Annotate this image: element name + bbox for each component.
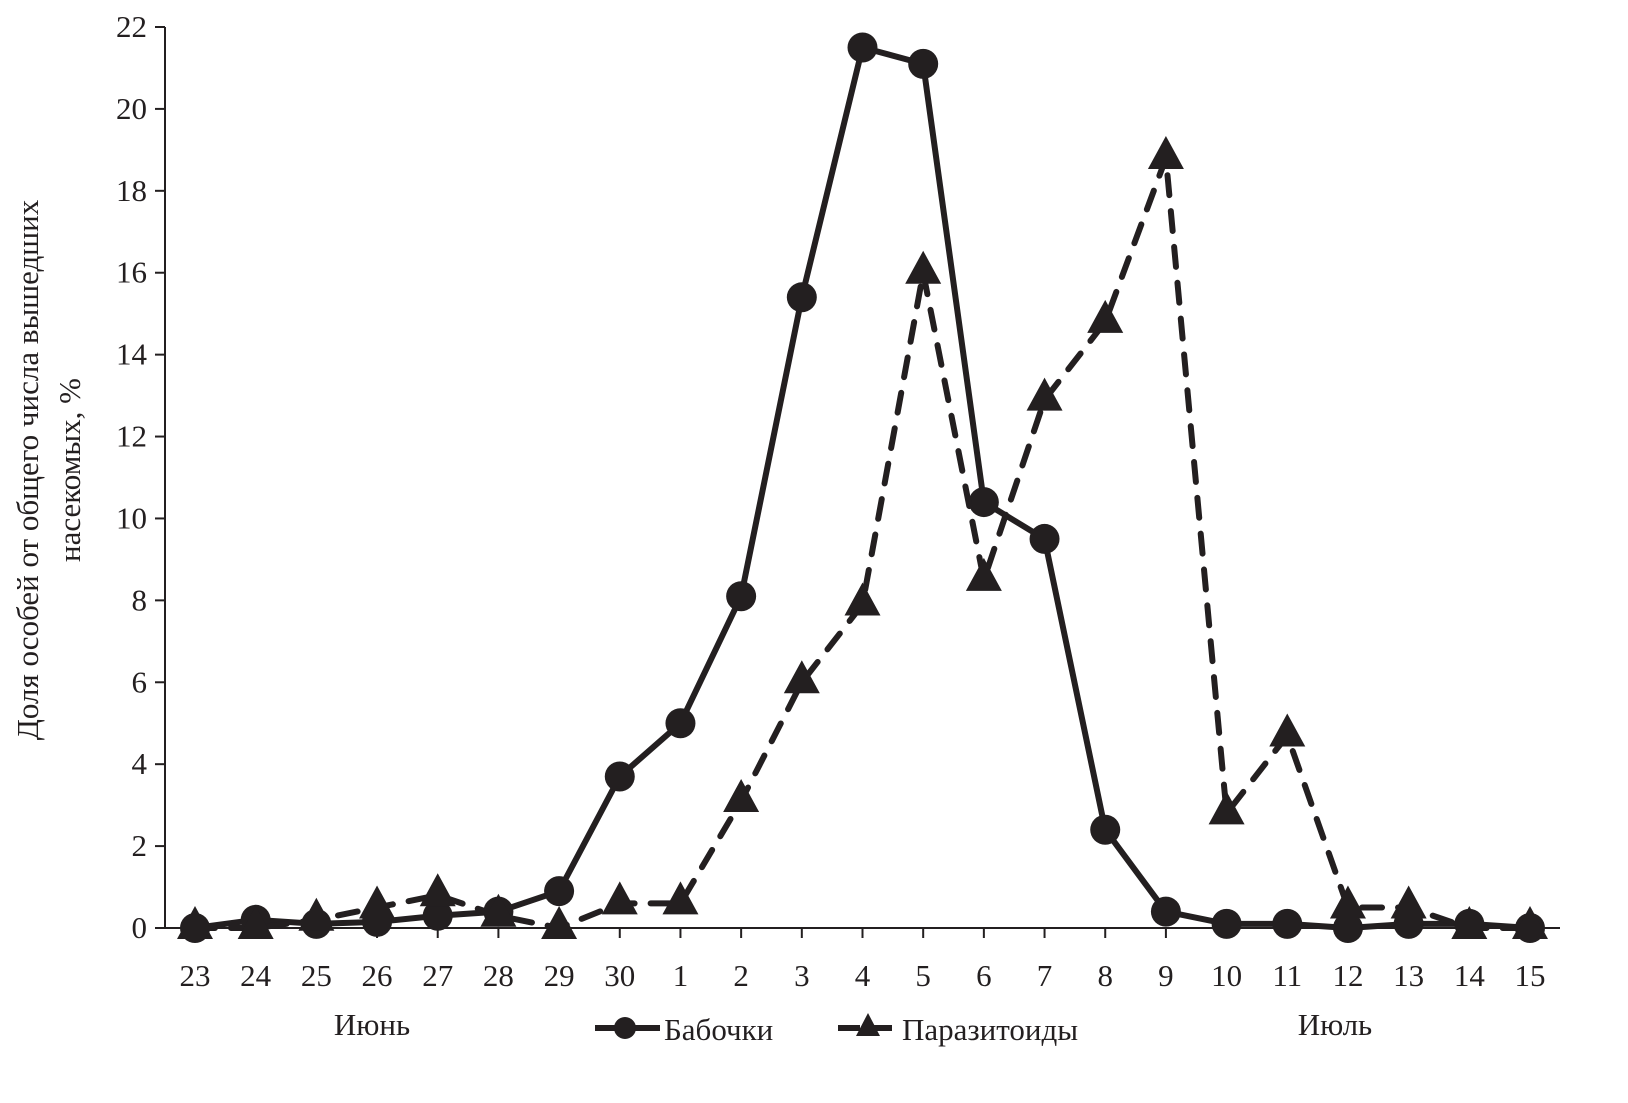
series [177,32,1548,943]
y-tick-label: 16 [116,255,147,290]
x-tick-label: 26 [362,958,393,993]
data-point-circle [968,487,999,518]
y-tick-label: 8 [132,582,148,617]
x-tick-label: 7 [1037,958,1053,993]
x-tick-label: 24 [240,958,272,993]
data-point-triangle [601,881,638,915]
data-point-circle [786,282,817,313]
data-point-triangle [783,660,820,694]
data-point-circle [1272,908,1303,939]
axes [164,27,1560,929]
data-point-triangle [177,906,213,939]
legend-label-parasitoids: Паразитоиды [902,1012,1078,1047]
data-point-triangle [1269,713,1306,747]
data-point-circle [1150,896,1181,927]
data-point-circle [908,48,939,79]
legend-marker-triangle [856,1013,880,1036]
x-tick-label: 14 [1454,958,1486,993]
data-point-triangle [905,250,942,284]
y-tick-label: 18 [116,173,147,208]
x-tick-label: 27 [422,958,453,993]
data-point-circle [726,581,757,612]
data-point-triangle [419,873,456,907]
data-point-circle [847,32,878,63]
y-tick-label: 12 [116,419,147,454]
month-label-july: Июль [1298,1007,1372,1042]
y-tick-label: 10 [116,500,147,535]
y-axis-label-line1: Доля особей от общего числа вышедших [10,199,45,740]
data-point-triangle [723,779,760,813]
data-point-circle [604,761,635,792]
x-tick-label: 30 [604,958,635,993]
x-tick-label: 1 [673,958,689,993]
series-line-butterflies [192,44,1533,931]
x-tick-label: 8 [1097,958,1113,993]
data-point-triangle [541,906,578,939]
data-point-triangle [1329,885,1366,919]
data-point-triangle [359,885,396,919]
data-point-circle [1211,908,1242,939]
y-tick-label: 14 [116,337,148,372]
y-ticks: 0 2 4 6 8 10 12 14 16 18 20 22 [116,9,165,945]
x-tick-label: 4 [855,958,871,993]
data-point-triangle [480,893,517,927]
x-tick-label: 3 [794,958,810,993]
data-point-triangle [662,881,699,915]
legend: Бабочки Паразитоиды [595,1012,1078,1047]
y-tick-label: 6 [132,664,148,699]
y-tick-label: 0 [132,910,148,945]
series-line-parasitoids [192,155,1533,931]
data-point-circle [665,708,696,739]
y-axis-label: Доля особей от общего числа вышедших нас… [10,199,87,740]
x-tick-label: 6 [976,958,992,993]
x-tick-label: 13 [1393,958,1424,993]
x-tick-label: 9 [1158,958,1174,993]
y-tick-label: 2 [132,828,148,863]
data-point-triangle [298,897,335,931]
legend-label-butterflies: Бабочки [664,1012,773,1047]
x-tick-label: 5 [915,958,931,993]
data-point-triangle [1390,885,1427,919]
x-tick-label: 10 [1211,958,1242,993]
x-tick-label: 23 [180,958,211,993]
data-point-triangle [1087,299,1124,333]
data-point-triangle [1147,136,1184,170]
y-tick-label: 20 [116,91,147,126]
data-point-triangle [1208,791,1245,825]
data-point-triangle [237,906,274,939]
data-point-triangle [1451,906,1488,939]
data-point-circle [544,876,575,907]
x-tick-label: 12 [1332,958,1363,993]
legend-marker-circle [614,1017,636,1039]
data-point-triangle [965,557,1002,591]
data-point-triangle [1026,377,1063,411]
y-axis-label-line2: насекомых, % [52,378,87,562]
data-point-circle [1090,814,1121,845]
x-tick-label: 15 [1515,958,1546,993]
data-point-circle [1332,913,1363,943]
data-point-triangle [844,582,881,616]
x-tick-label: 25 [301,958,332,993]
x-tick-label: 29 [544,958,575,993]
month-label-june: Июнь [334,1007,410,1042]
data-point-circle [422,900,453,931]
y-tick-label: 22 [116,9,147,44]
x-tick-label: 28 [483,958,514,993]
y-tick-label: 4 [132,746,148,781]
data-point-triangle [1512,906,1548,939]
data-point-circle [1029,523,1060,554]
x-tick-label: 2 [733,958,749,993]
x-tick-label: 11 [1272,958,1302,993]
